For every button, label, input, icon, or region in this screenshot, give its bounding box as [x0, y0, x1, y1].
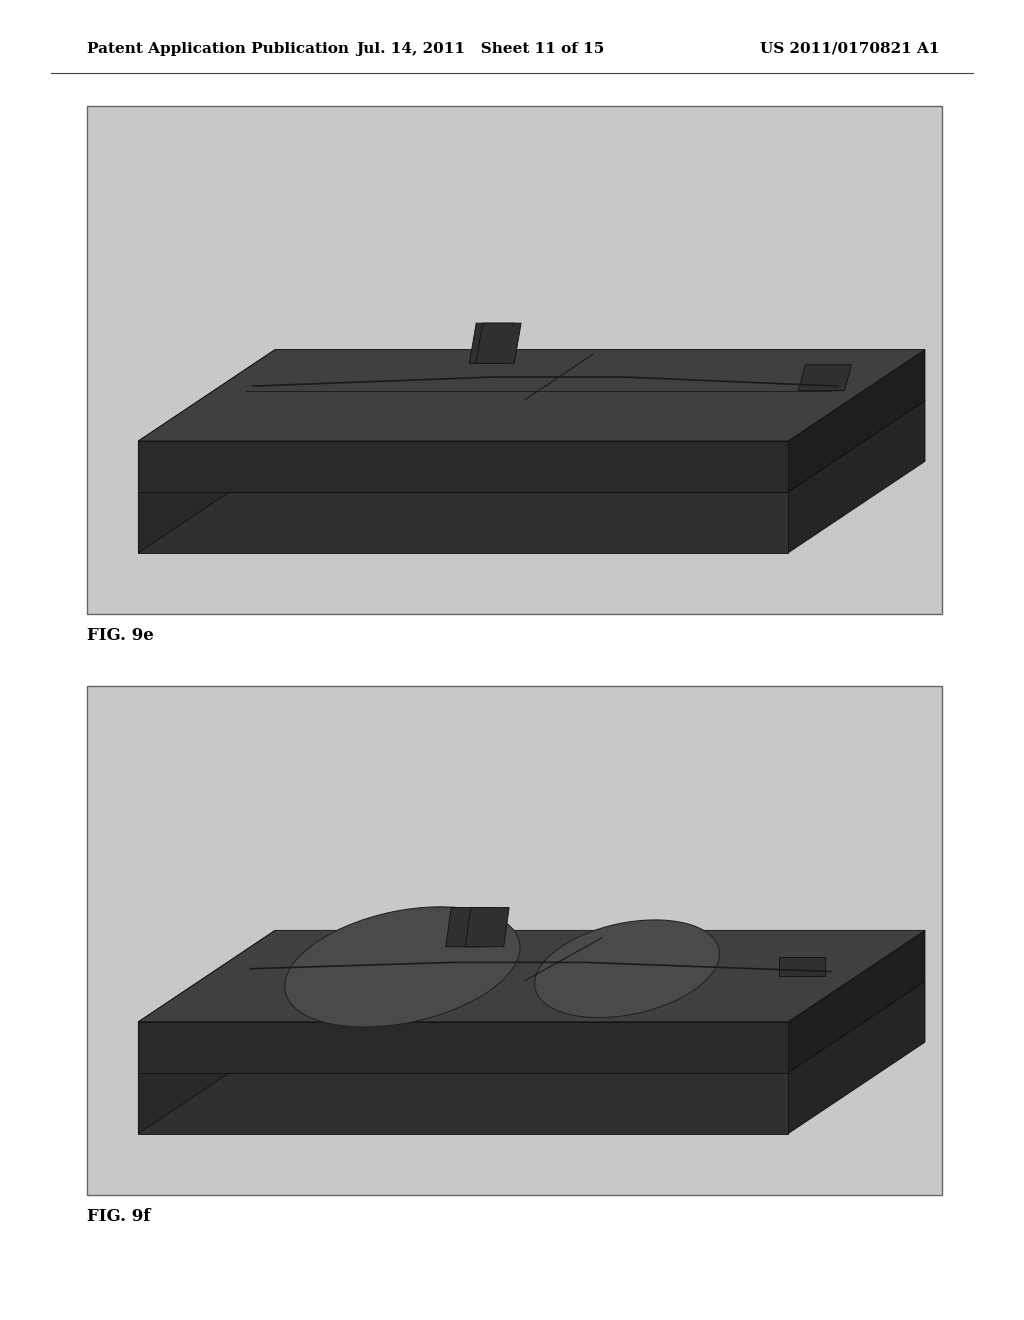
Text: Patent Application Publication: Patent Application Publication [87, 42, 349, 55]
Polygon shape [87, 686, 942, 1195]
Polygon shape [465, 908, 509, 946]
Text: Jul. 14, 2011   Sheet 11 of 15: Jul. 14, 2011 Sheet 11 of 15 [356, 42, 604, 55]
Polygon shape [476, 323, 521, 363]
Polygon shape [469, 323, 515, 363]
Polygon shape [138, 441, 788, 492]
Ellipse shape [535, 920, 720, 1018]
Polygon shape [138, 400, 275, 553]
Polygon shape [138, 981, 925, 1073]
Text: FIG. 9e: FIG. 9e [87, 627, 154, 644]
Polygon shape [138, 1073, 788, 1134]
Polygon shape [138, 981, 275, 1134]
Polygon shape [138, 1022, 788, 1073]
Polygon shape [138, 400, 925, 492]
Polygon shape [138, 931, 925, 1022]
Polygon shape [445, 908, 489, 946]
Polygon shape [788, 981, 925, 1134]
Text: FIG. 9f: FIG. 9f [87, 1208, 151, 1225]
Polygon shape [788, 350, 925, 492]
Polygon shape [778, 957, 824, 975]
Ellipse shape [285, 907, 520, 1027]
Polygon shape [87, 106, 942, 614]
Polygon shape [138, 492, 788, 553]
Polygon shape [138, 931, 275, 1073]
Polygon shape [138, 350, 925, 441]
Polygon shape [788, 400, 925, 553]
Polygon shape [788, 931, 925, 1073]
Polygon shape [138, 350, 275, 492]
Text: US 2011/0170821 A1: US 2011/0170821 A1 [761, 42, 940, 55]
Polygon shape [799, 364, 851, 391]
